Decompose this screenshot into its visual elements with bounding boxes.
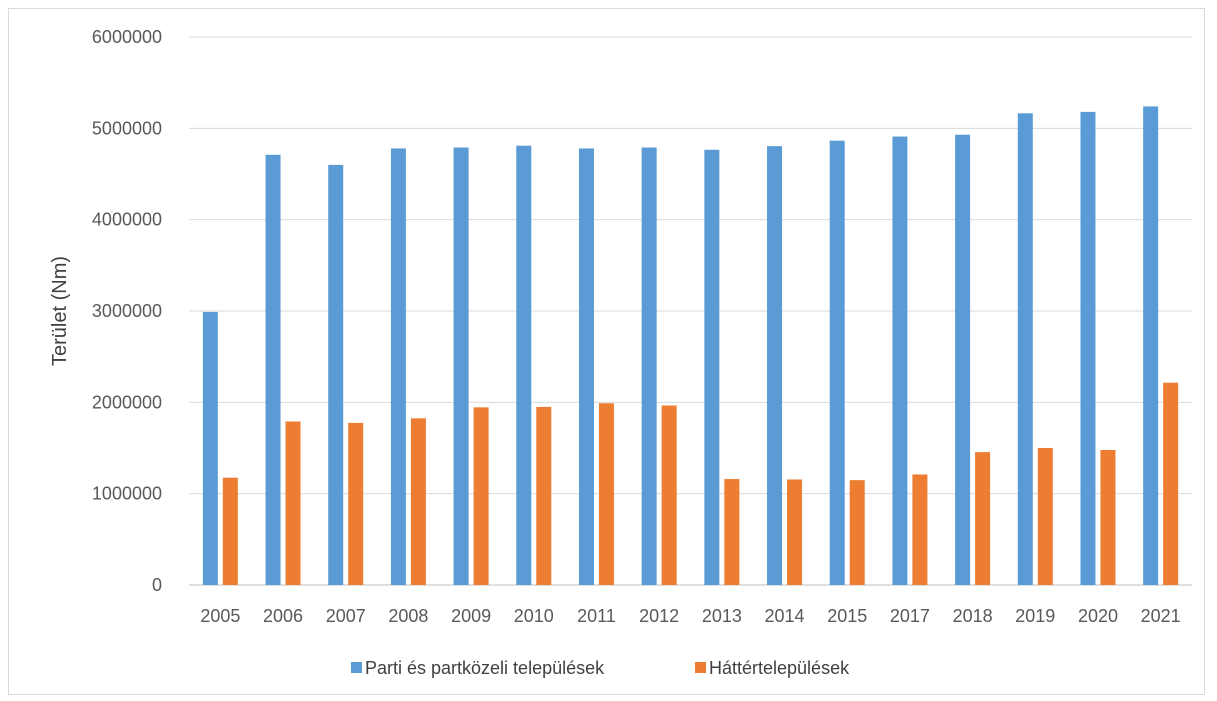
bar-parti-2012	[641, 147, 657, 585]
y-tick-labels: 0 1000000 2000000 3000000 4000000 5000000 6000…	[92, 27, 162, 595]
x-tick-label: 2011	[577, 606, 616, 626]
bar-hatter-2020	[1100, 450, 1116, 585]
x-tick-label: 2013	[702, 606, 742, 626]
x-tick-label: 2020	[1078, 606, 1118, 626]
legend-swatch-parti	[351, 662, 362, 673]
bar-hatter-2008	[410, 418, 426, 585]
bar-parti-2010	[516, 145, 532, 586]
bar-hatter-2018	[975, 452, 991, 585]
bar-hatter-2019	[1037, 448, 1053, 585]
x-tick-label: 2005	[200, 606, 240, 626]
legend: Parti és partközeli települések Háttértel…	[351, 658, 850, 678]
bar-hatter-2011	[598, 403, 614, 585]
bar-hatter-2015	[849, 480, 865, 585]
x-tick-label: 2006	[263, 606, 303, 626]
y-tick-label: 6000000	[92, 27, 162, 47]
x-tick-label: 2015	[827, 606, 867, 626]
x-tick-label: 2012	[639, 606, 679, 626]
y-tick-label: 1000000	[92, 484, 162, 504]
bar-hatter-2012	[661, 405, 677, 585]
bar-hatter-2006	[285, 421, 301, 585]
bar-parti-2018	[955, 134, 971, 585]
legend-label-hatter: Háttértelepülések	[709, 658, 850, 678]
bar-hatter-2021	[1163, 382, 1179, 585]
bar-parti-2021	[1143, 106, 1159, 585]
bars	[202, 106, 1179, 586]
bar-parti-2005	[202, 311, 218, 585]
bar-parti-2019	[1017, 113, 1033, 585]
y-tick-label: 3000000	[92, 301, 162, 321]
y-tick-label: 4000000	[92, 210, 162, 230]
bar-parti-2008	[390, 148, 406, 585]
bar-hatter-2017	[912, 474, 928, 585]
legend-label-parti: Parti és partközeli települések	[365, 658, 605, 678]
x-tick-label: 2009	[451, 606, 491, 626]
bar-hatter-2007	[348, 422, 364, 585]
bar-parti-2007	[328, 164, 344, 585]
y-tick-label: 0	[152, 575, 162, 595]
y-axis-title: Terület (Nm)	[49, 256, 71, 366]
bar-parti-2015	[829, 140, 845, 585]
x-tick-label: 2017	[890, 606, 930, 626]
bar-parti-2014	[767, 146, 783, 586]
x-tick-label: 2021	[1141, 606, 1181, 626]
bar-parti-2020	[1080, 111, 1096, 585]
x-tick-label: 2008	[388, 606, 428, 626]
bar-hatter-2010	[536, 406, 552, 585]
y-tick-label: 2000000	[92, 392, 162, 412]
bar-hatter-2009	[473, 407, 489, 585]
bar-parti-2013	[704, 149, 720, 585]
x-tick-label: 2018	[953, 606, 993, 626]
x-tick-label: 2014	[765, 606, 805, 626]
bar-hatter-2014	[787, 479, 803, 585]
x-tick-labels: 2005 2006 2007 2008 2009 2010 2011 2012 2013 2014…	[200, 606, 1180, 626]
bar-hatter-2005	[222, 477, 238, 585]
bar-parti-2011	[578, 148, 594, 585]
legend-swatch-hatter	[695, 662, 706, 673]
bar-parti-2009	[453, 147, 469, 585]
y-tick-label: 5000000	[92, 118, 162, 138]
x-tick-label: 2007	[326, 606, 366, 626]
x-tick-label: 2010	[514, 606, 554, 626]
bar-parti-2006	[265, 154, 281, 585]
bar-hatter-2013	[724, 479, 740, 585]
x-tick-label: 2019	[1015, 606, 1055, 626]
bar-parti-2017	[892, 136, 908, 585]
